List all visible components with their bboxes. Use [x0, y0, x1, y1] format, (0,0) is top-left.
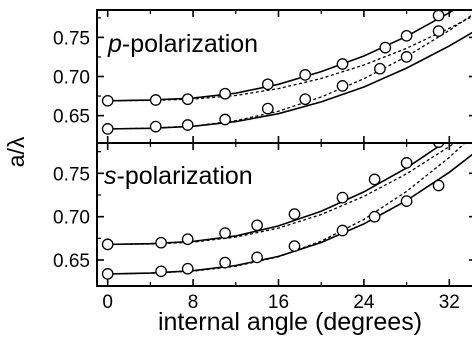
top-marker-0-6 [336, 58, 349, 70]
top-marker-0-2 [181, 93, 194, 106]
xtick-label-3: 24 [353, 292, 375, 313]
top-solid-curve-1 [107, 31, 472, 130]
panel-top: 0.65 0.70 0.75 p-polarization [53, 10, 472, 143]
top-marker-1-9 [432, 25, 445, 37]
bottom-marker-0-8 [400, 157, 413, 169]
bottom-marker-1-6 [336, 224, 349, 237]
top-marker-1-1 [149, 120, 162, 133]
bottom-marker-1-0 [101, 268, 114, 280]
bottom-y-ticks: 0.65 0.70 0.75 [53, 151, 472, 272]
bottom-marker-1-5 [288, 240, 301, 252]
top-dashed-curve-1 [107, 14, 472, 130]
top-marker-0-0 [101, 94, 114, 107]
top-marker-0-4 [261, 78, 274, 91]
top-marker-1-3 [219, 113, 231, 126]
bottom-ytick-label-0: 0.65 [53, 251, 90, 272]
bottom-dashed-curve-1 [107, 143, 466, 275]
top-title-italic: p [107, 30, 122, 58]
bottom-title-italic: s [104, 162, 117, 190]
top-panel-title: p-polarization [107, 30, 258, 58]
bottom-marker-0-6 [336, 191, 349, 204]
top-marker-1-0 [101, 123, 114, 135]
xtick-label-1: 8 [188, 292, 199, 313]
bottom-marker-1-1 [155, 265, 167, 278]
bottom-marker-1-9 [432, 179, 445, 192]
top-marker-0-8 [400, 29, 413, 42]
xtick-label-0: 0 [102, 292, 113, 313]
bottom-dashed-curve-0 [107, 143, 456, 246]
top-dashed-curve-0 [107, 15, 472, 102]
bottom-marker-0-2 [181, 233, 194, 246]
top-ytick-label-1: 0.70 [53, 68, 90, 89]
bottom-marker-1-2 [181, 262, 194, 275]
top-plot-area [101, 10, 472, 135]
bottom-marker-1-3 [219, 256, 231, 269]
top-solid-curve-0 [107, 10, 456, 102]
bottom-marker-0-7 [368, 173, 381, 186]
top-marker-1-4 [261, 102, 274, 115]
top-marker-0-5 [299, 69, 312, 81]
top-marker-1-5 [299, 93, 312, 106]
bottom-ytick-label-2: 0.75 [53, 164, 90, 185]
bottom-marker-0-0 [101, 238, 114, 251]
bottom-marker-0-3 [219, 227, 231, 239]
top-marker-1-2 [181, 119, 194, 131]
bottom-solid-curve-0 [107, 143, 446, 246]
x-axis-title: internal angle (degrees) [158, 308, 422, 336]
bottom-plot-area [101, 143, 472, 280]
top-marker-1-6 [336, 80, 349, 92]
bottom-marker-1-7 [368, 210, 381, 223]
bottom-marker-0-1 [155, 236, 167, 249]
top-marker-1-7 [374, 62, 386, 75]
bottom-title-rest: -polarization [117, 162, 253, 190]
bottom-frame [96, 142, 472, 287]
xtick-label-4: 32 [439, 292, 460, 313]
top-ytick-label-2: 0.75 [53, 28, 90, 49]
bottom-panel-title: s-polarization [104, 162, 253, 190]
y-axis-title: a/λ [3, 136, 29, 167]
bottom-marker-0-5 [288, 208, 301, 220]
top-marker-0-3 [219, 87, 231, 100]
xtick-label-2: 16 [268, 292, 289, 313]
bottom-marker-1-8 [400, 195, 413, 207]
bottom-marker-1-4 [251, 251, 263, 264]
top-ytick-label-0: 0.65 [53, 107, 90, 128]
top-title-rest: -polarization [122, 30, 258, 58]
top-y-ticks: 0.65 0.70 0.75 [53, 10, 472, 143]
top-marker-0-9 [432, 10, 445, 22]
bottom-marker-0-9 [432, 143, 445, 148]
top-marker-0-1 [149, 94, 162, 106]
bottom-marker-0-4 [251, 219, 263, 232]
top-marker-1-8 [400, 51, 413, 63]
bottom-ytick-label-1: 0.70 [53, 208, 90, 229]
panel-bottom: 0.65 0.70 0.75 0 8 16 24 32 s-polarization [53, 143, 472, 313]
top-marker-0-7 [379, 41, 392, 54]
